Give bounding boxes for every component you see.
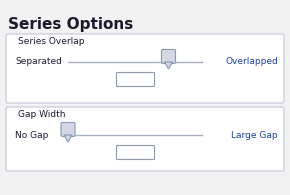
Text: 0%: 0% [127,147,143,157]
Polygon shape [64,135,72,142]
Text: Separated: Separated [15,58,62,66]
Text: No Gap: No Gap [15,130,48,139]
FancyBboxPatch shape [116,145,154,159]
FancyBboxPatch shape [6,34,284,103]
FancyBboxPatch shape [6,107,284,171]
FancyBboxPatch shape [61,122,75,136]
FancyBboxPatch shape [162,50,175,64]
Text: Series Options: Series Options [8,17,133,32]
Text: Large Gap: Large Gap [231,130,278,139]
Text: 75%: 75% [124,74,146,84]
Text: Overlapped: Overlapped [225,58,278,66]
Text: Series Overlap: Series Overlap [18,37,84,46]
FancyBboxPatch shape [116,72,154,86]
Polygon shape [164,62,173,69]
Text: Gap Width: Gap Width [18,110,66,119]
